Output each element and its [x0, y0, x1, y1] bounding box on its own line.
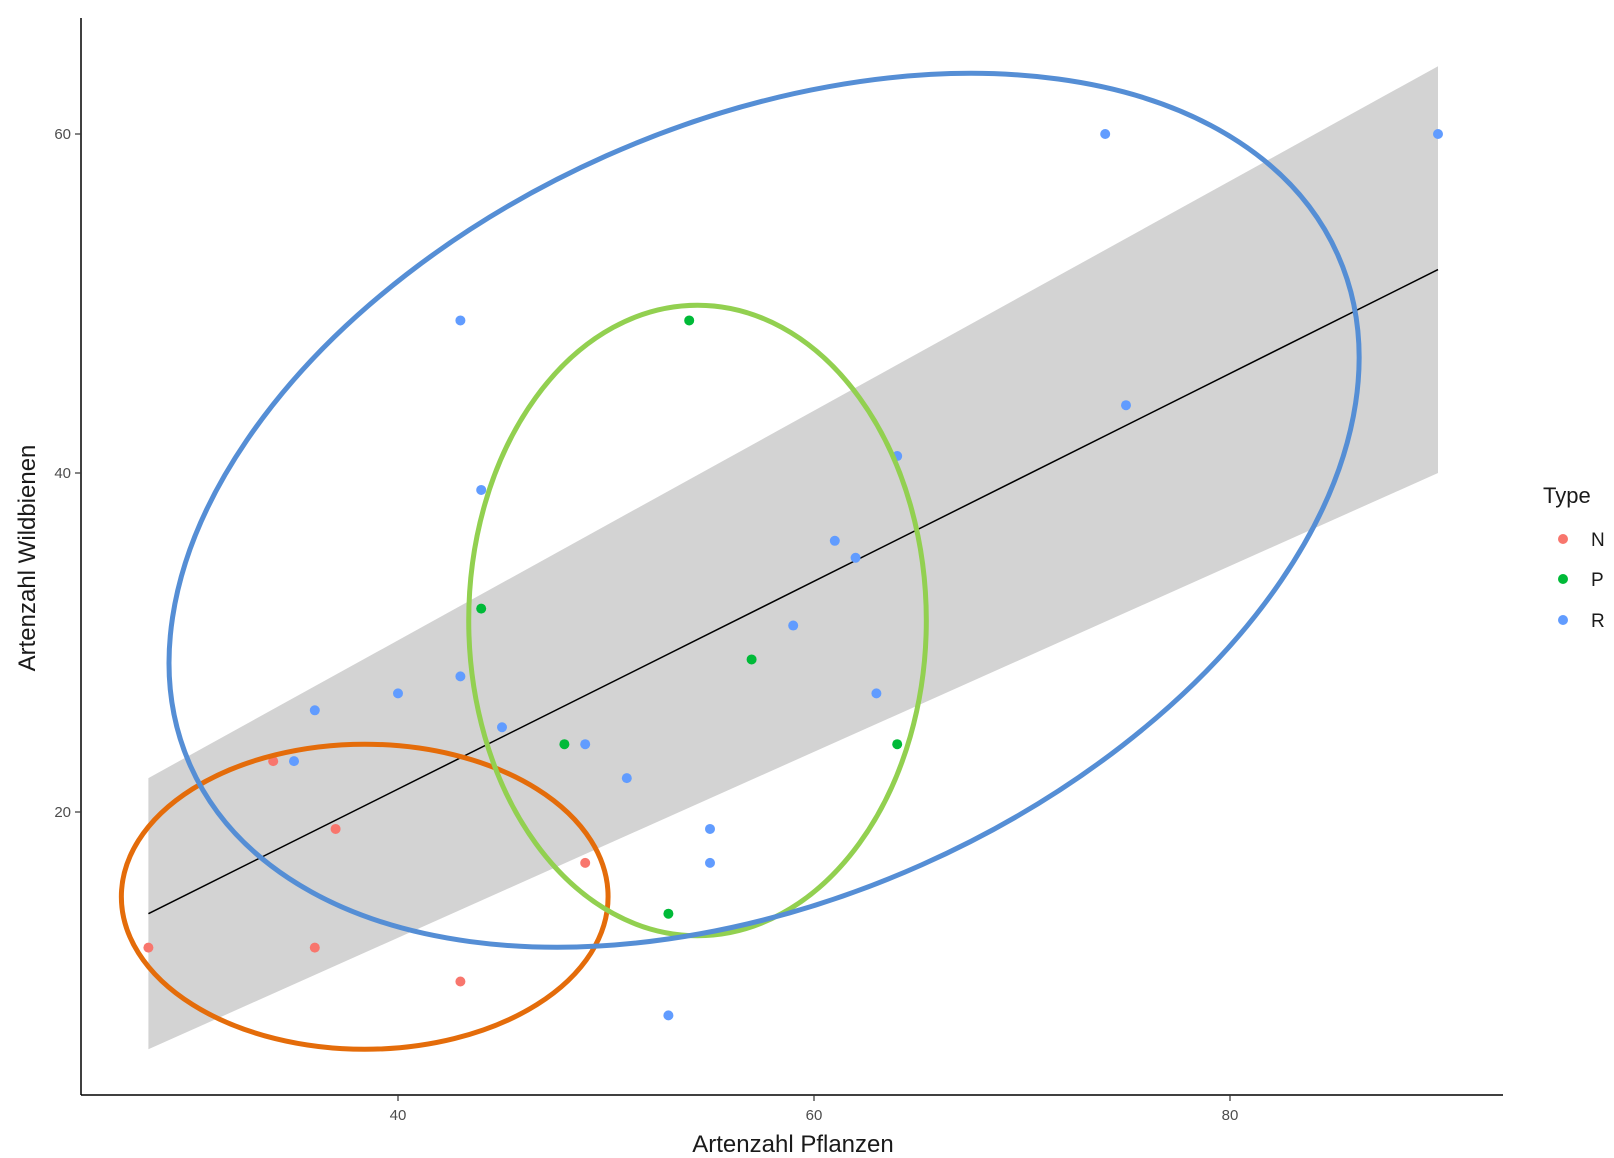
legend-key-r [1558, 615, 1568, 625]
data-point-r [476, 484, 487, 495]
data-points-layer [143, 129, 1443, 1021]
legend-label-n: N [1591, 530, 1605, 551]
data-point-p [746, 654, 757, 665]
series-p [476, 315, 903, 919]
data-point-n [268, 756, 279, 767]
x-tick-label: 80 [1222, 1107, 1239, 1124]
regression-line [148, 268, 1439, 915]
series-n [143, 756, 591, 987]
x-axis-title: Artenzahl Pflanzen [692, 1131, 893, 1158]
data-point-r [1433, 129, 1443, 139]
data-point-p [559, 739, 570, 750]
series-r [289, 129, 1443, 1021]
data-point-r [1100, 129, 1111, 139]
data-point-r [1121, 400, 1131, 411]
data-point-r [663, 1010, 674, 1021]
data-point-n [143, 942, 154, 953]
data-point-p [663, 908, 674, 919]
data-point-r [621, 773, 632, 784]
annotation-ellipse-orange [118, 741, 611, 1052]
data-point-n [309, 942, 320, 953]
data-point-n [330, 823, 341, 834]
legend-item-n: N [1558, 530, 1605, 551]
legend-label-r: R [1591, 611, 1605, 632]
data-point-r [309, 705, 320, 716]
data-point-n [580, 857, 591, 868]
y-axis-title: Artenzahl Wildbienen [14, 445, 41, 672]
confidence-band-layer [148, 66, 1438, 1050]
data-point-r [705, 823, 715, 834]
data-point-p [476, 603, 487, 614]
data-point-r [497, 722, 507, 733]
legend: Type N P R [1543, 483, 1605, 632]
y-tick-label: 40 [54, 465, 71, 482]
annotation-ellipse-blue [166, 70, 1362, 950]
legend-item-r: R [1558, 611, 1605, 632]
data-point-r [289, 756, 299, 767]
data-point-r [788, 620, 799, 631]
legend-title: Type [1543, 483, 1591, 508]
data-point-r [580, 739, 591, 750]
data-point-r [871, 688, 882, 699]
regression-line-layer [148, 268, 1439, 915]
axes: 40 60 80 20 40 60 [54, 18, 1503, 1124]
data-point-p [892, 739, 903, 750]
y-tick-label: 60 [54, 126, 71, 143]
data-point-r [455, 315, 466, 326]
x-tick-label: 60 [806, 1107, 823, 1124]
legend-label-p: P [1591, 570, 1604, 591]
x-tick-label: 40 [390, 1107, 407, 1124]
legend-key-p [1558, 574, 1568, 584]
legend-key-n [1558, 534, 1568, 544]
data-point-r [455, 671, 466, 682]
data-point-r [705, 857, 715, 868]
legend-item-p: P [1558, 570, 1604, 591]
confidence-band [148, 66, 1438, 1050]
data-point-p [684, 315, 695, 326]
data-point-r [393, 688, 403, 699]
y-tick-label: 20 [54, 804, 71, 821]
data-point-r [850, 552, 861, 563]
annotation-ellipses [118, 70, 1362, 1052]
data-point-n [455, 976, 466, 987]
data-point-r [829, 535, 840, 546]
